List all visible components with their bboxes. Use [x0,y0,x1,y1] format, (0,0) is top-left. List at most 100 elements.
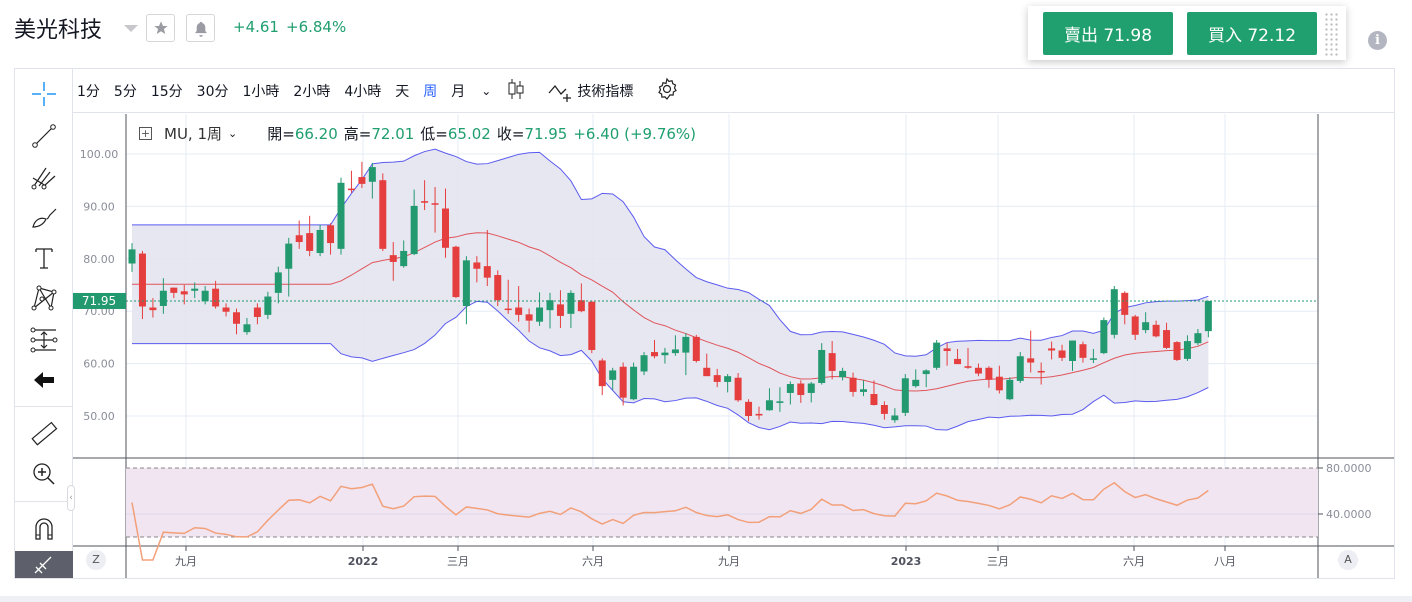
candle-body [421,201,429,203]
candle-body [452,246,460,298]
candle-body [1110,289,1118,335]
hide-drawings-tool[interactable] [15,551,73,578]
oscillator-tick-label: 40.0000 [1326,508,1372,521]
candle [860,380,867,397]
sell-button[interactable]: 賣出 71.98 [1043,12,1173,55]
alert-button[interactable] [186,14,215,42]
favorite-button[interactable] [146,14,175,42]
info-icon[interactable]: i [1368,31,1387,50]
candle-body [964,366,972,368]
timeframe-0[interactable]: 1分 [77,83,100,100]
candle-body [347,188,355,191]
candle [922,369,930,388]
back-button[interactable] [15,361,73,399]
candle [598,358,606,396]
candle [159,278,167,314]
oscillator-line [131,481,1209,561]
buy-button[interactable]: 買入 72.12 [1187,12,1317,55]
magnet-tool[interactable] [15,509,73,547]
candle-body [201,290,209,302]
trend-line-tool[interactable] [15,117,73,155]
candle [536,292,544,326]
candle-body [609,370,617,380]
chart-toolbar: 1分 5分 15分 30分 1小時 2小時 4小時天周月 ⌄ 技術指標 [73,69,1394,113]
candle-body [536,307,544,322]
candle-body [682,336,690,353]
candle-body [494,275,502,301]
candle-body [170,287,178,293]
candle [1110,286,1118,339]
candle-body [995,376,1003,391]
candle-body [807,383,815,393]
auto-scale-button[interactable]: A [1338,550,1358,570]
candle-body [159,290,167,306]
candle [452,245,460,299]
timeframe-3[interactable]: 30分 [196,83,229,100]
candle [849,372,857,397]
crosshair-tool[interactable] [15,75,73,113]
timeframe-6[interactable]: 4小時 [344,83,382,100]
candle [797,380,805,403]
chart-type-button[interactable] [507,77,525,105]
candle [128,243,136,272]
ruler-tool[interactable] [15,415,73,453]
candle-body [1069,340,1076,361]
chart-canvas[interactable]: 100.0090.0080.0070.0060.0050.0071.9580.0… [15,69,1394,578]
candle-body [891,415,899,421]
zoom-in-tool[interactable] [15,455,73,493]
candle [306,215,314,257]
drag-handle-icon[interactable] [1324,12,1338,56]
text-icon [35,248,53,269]
candle [1016,352,1024,383]
timeframe-5[interactable]: 2小時 [293,83,331,100]
candle [870,380,878,406]
candle-body [713,375,721,382]
timeframe-9[interactable]: 月 [451,83,466,100]
candle [494,270,502,306]
candle [295,220,303,249]
candle [954,348,962,365]
timeframe-2[interactable]: 15分 [150,83,183,100]
candle-body [253,307,261,317]
candle-body [651,352,658,357]
candle [671,335,679,356]
candle-body [765,400,773,411]
candle [1183,335,1191,361]
candle-body [797,383,805,396]
pitchfork-tool[interactable] [15,159,73,197]
bollinger-upper [132,148,1209,357]
indicators-button[interactable]: 技術指標 [547,79,633,103]
expand-legend-icon[interactable]: + [139,127,152,140]
candle [901,374,909,416]
pattern-tool[interactable] [15,279,73,317]
text-tool[interactable] [15,239,73,277]
timeframe-1[interactable]: 5分 [113,83,137,100]
candle-body [567,292,575,314]
timeframe-7[interactable]: 天 [395,83,410,100]
collapse-toolbar-button[interactable]: ‹ [67,485,75,511]
timeframe-dropdown-icon[interactable]: ⌄ [481,83,492,98]
chevron-down-icon[interactable]: ⌄ [228,127,238,140]
candle [880,401,888,420]
candle-body [233,312,240,324]
timeframe-4[interactable]: 1小時 [242,83,280,100]
candle-body [839,370,847,378]
time-tick-label: 八月 [1214,555,1236,568]
symbol-dropdown-icon[interactable] [124,25,138,32]
settings-button[interactable] [655,77,679,105]
star-icon [153,21,168,34]
timeframe-8[interactable]: 周 [423,83,438,100]
candle-body [818,349,826,383]
candle-body [327,225,335,244]
candle-body [389,255,397,262]
reset-zoom-button[interactable]: Z [86,550,106,570]
candle-body [264,296,272,315]
candle [703,353,711,377]
brush-tool[interactable] [15,199,73,237]
measure-tool[interactable] [15,321,73,359]
magnet-icon [35,518,53,540]
candle [985,366,993,388]
legend-symbol[interactable]: MU, 1周 [164,125,223,143]
candle [442,188,449,258]
candle-body [671,349,679,354]
